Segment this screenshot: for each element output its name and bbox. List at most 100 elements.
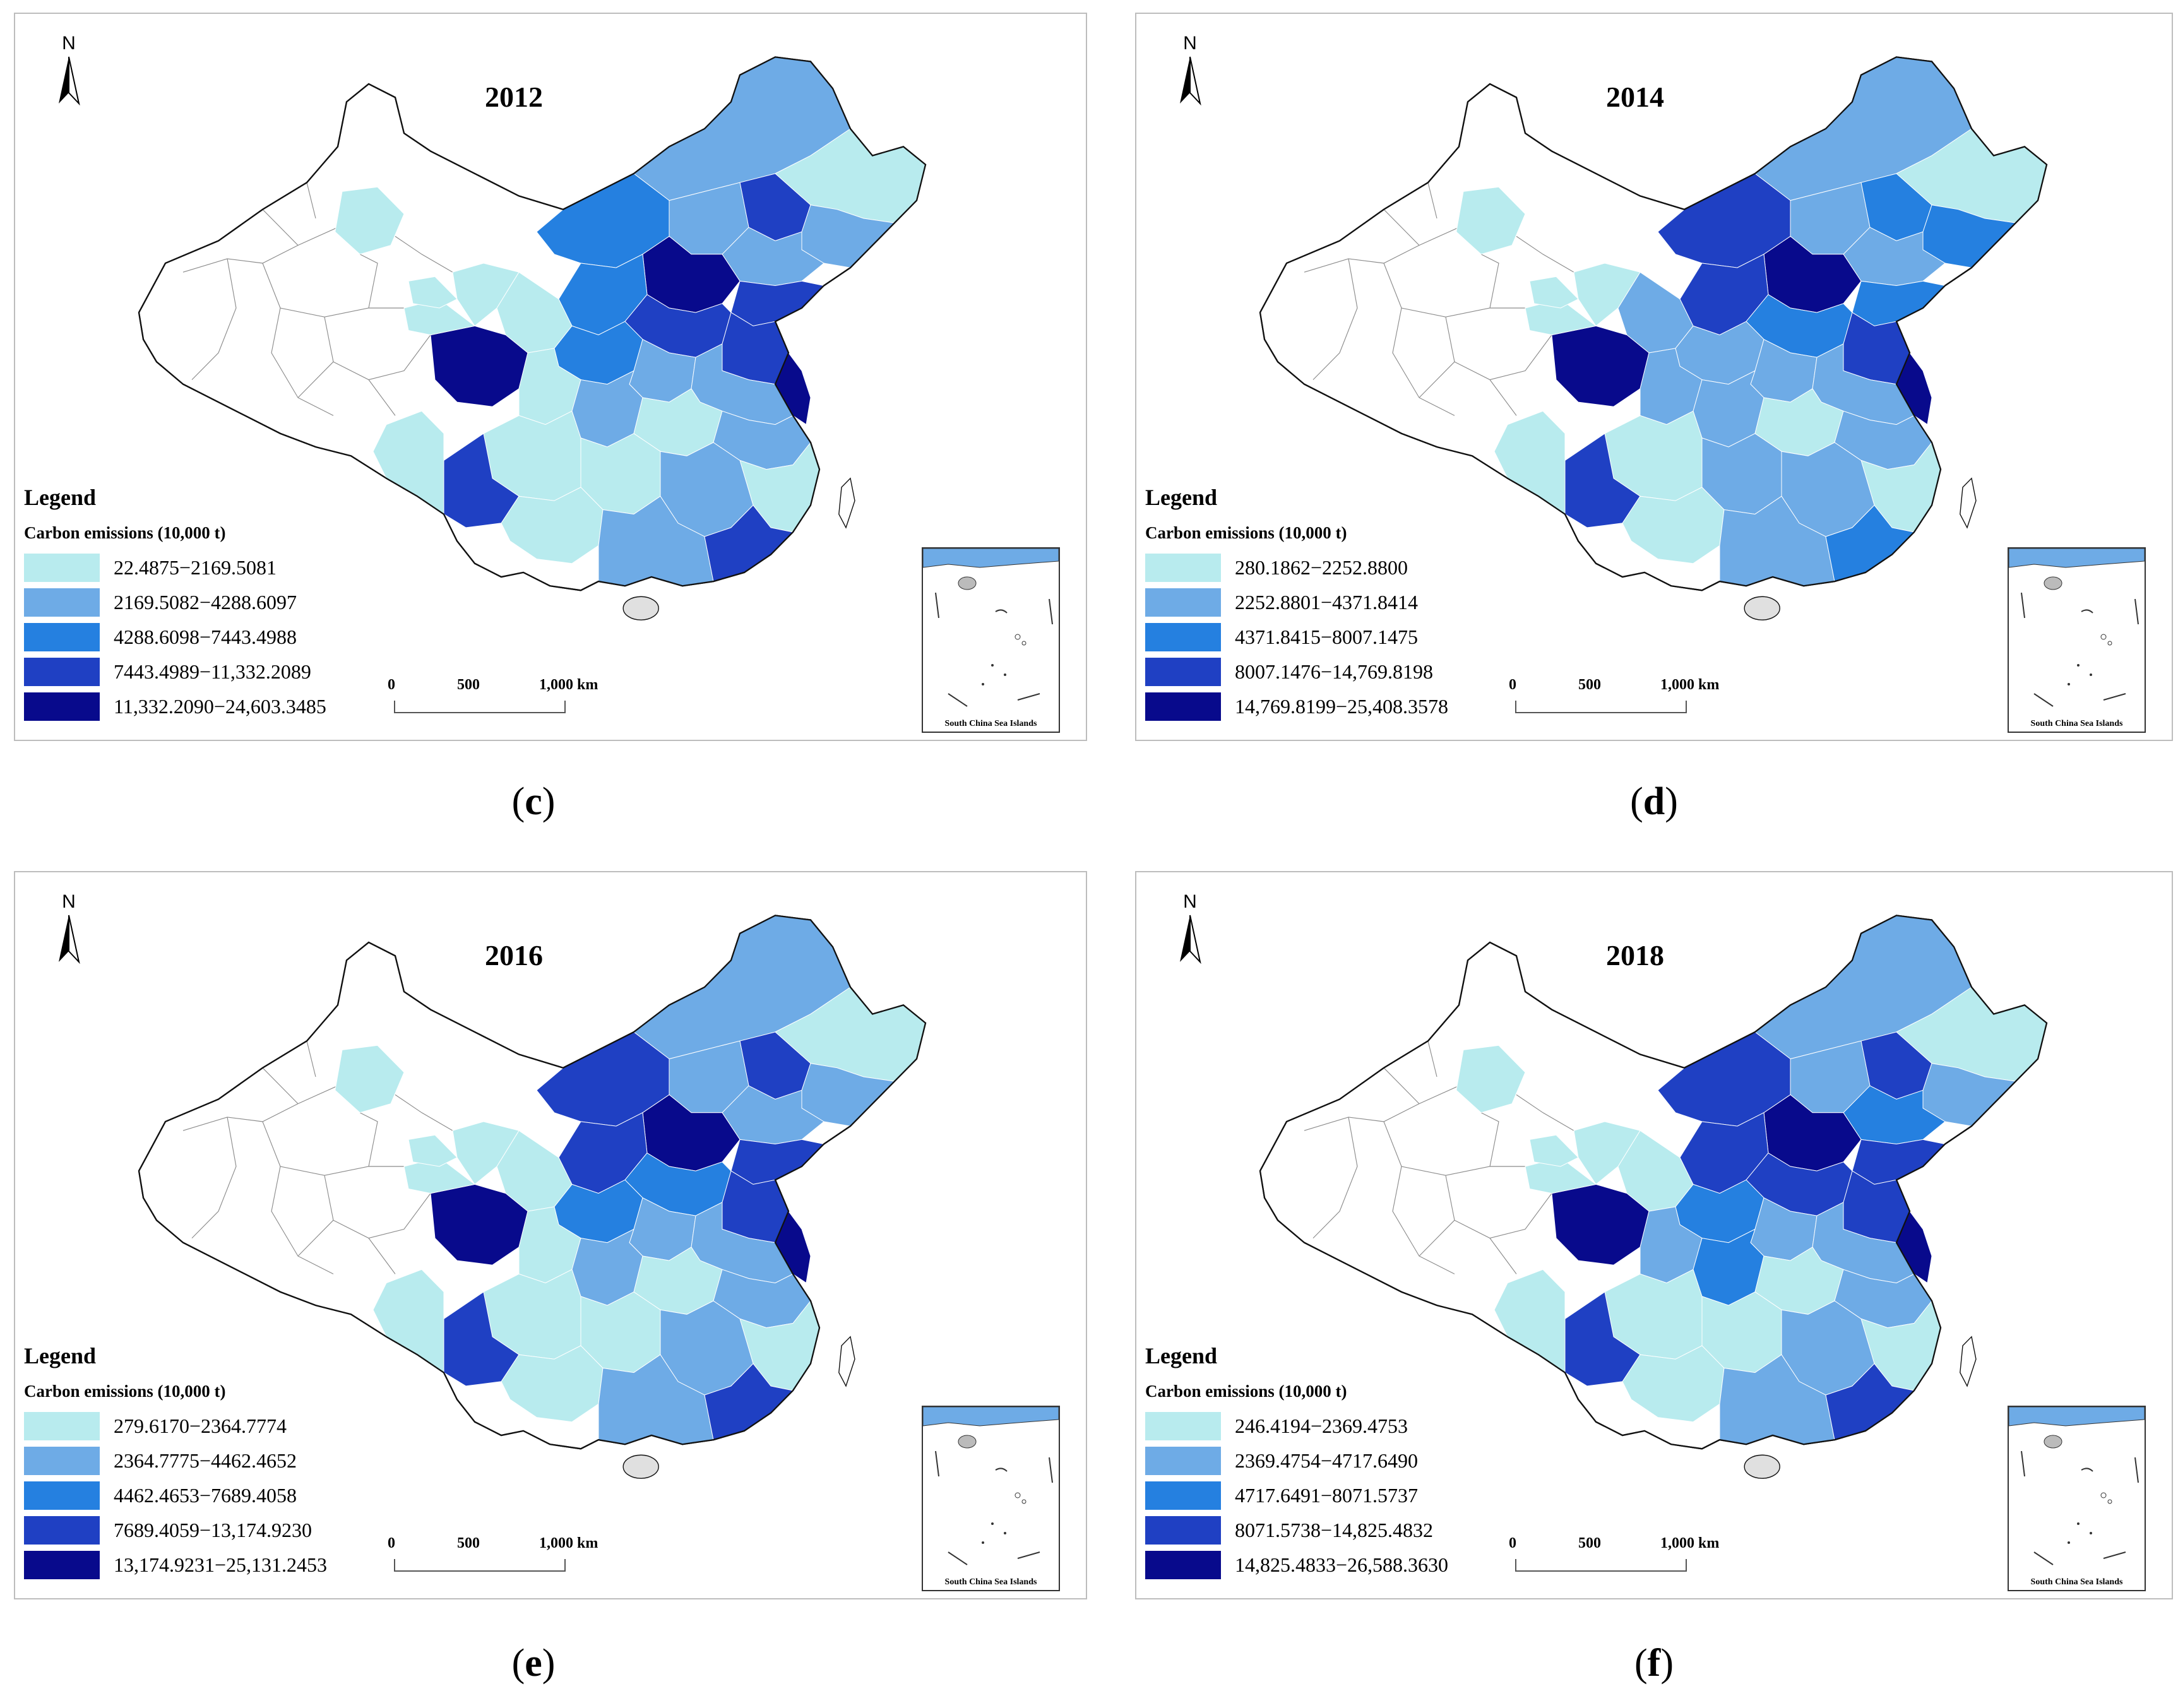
legend-swatch [24, 554, 100, 582]
hainan-island [1744, 1454, 1780, 1479]
province-border [395, 1094, 453, 1131]
hainan-island [1744, 596, 1780, 620]
legend-item: 11,332.2090−24,603.3485 [24, 689, 326, 724]
legend: Legend Carbon emissions (10,000 t) 279.617… [24, 1343, 327, 1582]
legend-swatch [1145, 692, 1221, 721]
country-outline-stroke [138, 915, 927, 1450]
province-border [1445, 1175, 1517, 1274]
taiwan-island [838, 1336, 855, 1387]
city-region [408, 1134, 458, 1167]
province-border [297, 1219, 334, 1257]
south-china-sea-inset: South China Sea Islands [2008, 1406, 2146, 1591]
caption-d: (d) [1630, 780, 1678, 823]
city-region [501, 487, 604, 564]
legend-swatch [1145, 554, 1221, 582]
legend-title: Legend [24, 485, 97, 510]
province-border [368, 335, 431, 381]
city-region [335, 186, 405, 255]
city-region [1529, 1134, 1579, 1167]
north-label: N [62, 891, 76, 912]
map-year-title: 2012 [485, 81, 543, 113]
map-panel-2018: N 2018 Legend Carbon emissions (10,000 t) 24… [1135, 871, 2173, 1599]
legend-range-label: 2364.7775−4462.4652 [114, 1449, 297, 1472]
taiwan-island [838, 477, 855, 529]
legend-range-label: 11,332.2090−24,603.3485 [114, 695, 326, 718]
map-year-title: 2014 [1606, 81, 1664, 113]
province-border [271, 307, 334, 416]
province-border [297, 361, 334, 398]
north-arrow-icon [59, 915, 80, 964]
scale-bar-line [394, 1559, 566, 1572]
north-arrow-icon [59, 56, 80, 106]
province-border [359, 254, 378, 309]
legend-item: 13,174.9231−25,131.2453 [24, 1548, 327, 1582]
inset-map [2008, 548, 2145, 707]
legend-swatch [24, 1551, 100, 1579]
legend-item: 14,825.4833−26,588.3630 [1145, 1548, 1448, 1582]
city-region [730, 280, 824, 326]
north-arrow: N [1171, 891, 1209, 967]
legend-subtitle: Carbon emissions (10,000 t) [1145, 523, 1347, 542]
legend-item: 4371.8415−8007.1475 [1145, 620, 1448, 655]
scale-bar-label: 1,000 km [1660, 1535, 1720, 1551]
legend-swatch [1145, 1447, 1221, 1475]
city-region [1573, 1121, 1641, 1185]
legend-range-label: 2169.5082−4288.6097 [114, 591, 297, 614]
city-region [1573, 263, 1641, 327]
inset-label: South China Sea Islands [2030, 719, 2123, 728]
scale-bar-label: 500 [1578, 1535, 1601, 1551]
legend-swatch [1145, 1481, 1221, 1510]
legend-item: 4717.6491−8071.5737 [1145, 1478, 1448, 1513]
legend-range-label: 4371.8415−8007.1475 [1235, 626, 1419, 648]
province-border [368, 1193, 431, 1239]
province-border [1383, 209, 1420, 246]
north-arrow-icon [1180, 56, 1201, 106]
north-label: N [1183, 891, 1197, 912]
hainan-island [622, 596, 659, 620]
legend-item: 246.4194−2369.4753 [1145, 1409, 1448, 1444]
legend-range-label: 2369.4754−4717.6490 [1235, 1449, 1419, 1472]
city-region [1529, 276, 1579, 309]
legend-range-label: 14,769.8199−25,408.3578 [1235, 695, 1449, 718]
caption-f: (f) [1634, 1642, 1674, 1685]
province-border [1480, 254, 1499, 309]
province-border [1392, 1166, 1455, 1274]
inset-map [922, 548, 1059, 707]
scale-bar-label: 500 [1578, 677, 1601, 693]
legend-item: 279.6170−2364.7774 [24, 1409, 327, 1444]
legend-subtitle: Carbon emissions (10,000 t) [1145, 1382, 1347, 1401]
province-border [1489, 335, 1552, 381]
north-label: N [62, 33, 76, 54]
province-border [395, 235, 453, 273]
scale-bar-label: 0 [388, 1535, 395, 1551]
city-region [1622, 1345, 1725, 1423]
scale-bar-label: 0 [1509, 677, 1516, 693]
legend-swatch [1145, 658, 1221, 686]
scale-bar-line [1515, 701, 1687, 713]
province-border [1480, 1112, 1499, 1167]
city-region [1852, 280, 1946, 326]
legend-range-label: 280.1862−2252.8800 [1235, 556, 1408, 579]
legend-range-label: 13,174.9231−25,131.2453 [114, 1553, 328, 1576]
city-region [408, 276, 458, 309]
legend-swatch [1145, 623, 1221, 651]
scale-bar-label: 1,000 km [1660, 677, 1720, 693]
legend-subtitle: Carbon emissions (10,000 t) [24, 523, 226, 542]
choropleth-map [1259, 56, 2048, 620]
legend-range-label: 4462.4653−7689.4058 [114, 1484, 297, 1507]
city-region [452, 263, 520, 327]
map-year-title: 2018 [1606, 939, 1664, 971]
legend-range-label: 8007.1476−14,769.8198 [1235, 660, 1434, 683]
province-border [262, 1067, 299, 1105]
city-region [1456, 186, 1526, 255]
choropleth-map [138, 915, 927, 1479]
legend: Legend Carbon emissions (10,000 t) 280.186… [1145, 484, 1448, 724]
province-border [1392, 307, 1455, 416]
province-border [1427, 1041, 1437, 1077]
legend-swatch [24, 1481, 100, 1510]
legend-swatch [1145, 1516, 1221, 1545]
legend-title: Legend [24, 1343, 97, 1368]
scale-bar-label: 1,000 km [539, 677, 598, 693]
scale-bar: 0 500 1,000 km [388, 1529, 659, 1592]
legend-item: 4462.4653−7689.4058 [24, 1478, 327, 1513]
